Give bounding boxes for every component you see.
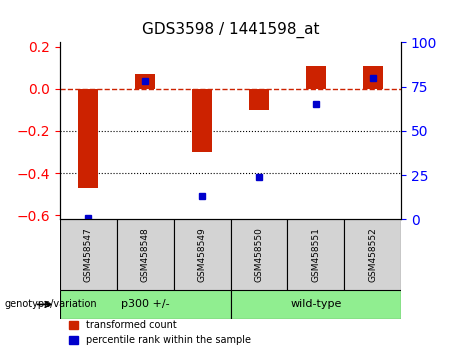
Bar (363, 65, 383, 89)
Text: GSM458549: GSM458549 (198, 228, 207, 282)
Text: wild-type: wild-type (290, 299, 342, 309)
FancyBboxPatch shape (60, 219, 117, 290)
FancyBboxPatch shape (230, 290, 401, 319)
Text: GSM458551: GSM458551 (311, 227, 320, 282)
Text: GSM458547: GSM458547 (84, 228, 93, 282)
Text: p300 +/-: p300 +/- (121, 299, 170, 309)
FancyBboxPatch shape (230, 219, 287, 290)
Bar (135, 74, 155, 89)
Text: genotype/variation: genotype/variation (5, 299, 97, 309)
Bar (192, 89, 212, 152)
FancyBboxPatch shape (117, 219, 174, 290)
FancyBboxPatch shape (60, 290, 230, 319)
Text: GSM458552: GSM458552 (368, 228, 377, 282)
Bar (78, 89, 98, 188)
FancyBboxPatch shape (174, 219, 230, 290)
Bar (306, 65, 326, 89)
Legend: transformed count, percentile rank within the sample: transformed count, percentile rank withi… (65, 316, 255, 349)
Text: GSM458548: GSM458548 (141, 228, 150, 282)
Title: GDS3598 / 1441598_at: GDS3598 / 1441598_at (142, 22, 319, 38)
FancyBboxPatch shape (344, 219, 401, 290)
FancyBboxPatch shape (287, 219, 344, 290)
Text: GSM458550: GSM458550 (254, 227, 263, 282)
Bar (249, 89, 269, 110)
